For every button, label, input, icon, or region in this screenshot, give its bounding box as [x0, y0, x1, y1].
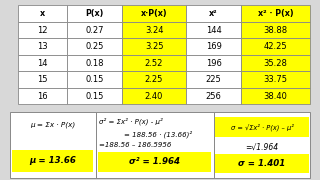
Text: 12: 12	[37, 26, 48, 35]
Text: 169: 169	[206, 42, 221, 51]
Bar	[18, 5, 67, 22]
Bar	[186, 22, 241, 38]
Bar	[12, 150, 93, 172]
Text: x² · P(x): x² · P(x)	[258, 9, 293, 18]
Text: 38.88: 38.88	[264, 26, 288, 35]
Bar	[214, 112, 310, 178]
Text: 0.15: 0.15	[85, 92, 104, 101]
Text: 2.52: 2.52	[145, 59, 163, 68]
Bar	[67, 22, 122, 38]
Text: σ² = 1.964: σ² = 1.964	[129, 157, 180, 166]
Bar	[122, 5, 186, 22]
Bar	[186, 71, 241, 88]
Bar	[96, 112, 214, 178]
Text: x·P(x): x·P(x)	[141, 9, 167, 18]
Text: μ = 13.66: μ = 13.66	[29, 156, 76, 165]
Text: P(x): P(x)	[85, 9, 104, 18]
Bar	[18, 22, 67, 38]
Text: σ = √Σx² · P(x) – μ²: σ = √Σx² · P(x) – μ²	[231, 123, 293, 131]
Bar	[18, 88, 67, 104]
Text: x: x	[40, 9, 45, 18]
Text: 0.15: 0.15	[85, 75, 104, 84]
Bar	[186, 38, 241, 55]
Bar	[241, 88, 310, 104]
Text: 225: 225	[206, 75, 221, 84]
Bar	[186, 88, 241, 104]
Text: =188.56 – 186.5956: =188.56 – 186.5956	[99, 142, 171, 148]
Bar	[122, 22, 186, 38]
Text: 38.40: 38.40	[264, 92, 288, 101]
Text: x²: x²	[209, 9, 218, 18]
Text: = 188.56 · (13.66)²: = 188.56 · (13.66)²	[124, 130, 192, 138]
Text: 42.25: 42.25	[264, 42, 287, 51]
Bar	[67, 55, 122, 71]
Text: 15: 15	[37, 75, 48, 84]
Bar	[122, 71, 186, 88]
Bar	[241, 55, 310, 71]
Text: 144: 144	[206, 26, 221, 35]
Bar	[67, 38, 122, 55]
Bar	[241, 38, 310, 55]
Bar	[122, 38, 186, 55]
Text: 256: 256	[206, 92, 221, 101]
Text: 35.28: 35.28	[264, 59, 288, 68]
Text: 0.27: 0.27	[85, 26, 104, 35]
Text: 3.24: 3.24	[145, 26, 163, 35]
Text: σ² = Σx² · P(x) - μ²: σ² = Σx² · P(x) - μ²	[99, 117, 163, 125]
Text: 0.25: 0.25	[85, 42, 104, 51]
Bar	[215, 154, 309, 173]
Text: 14: 14	[37, 59, 48, 68]
Bar	[122, 88, 186, 104]
Text: 196: 196	[206, 59, 221, 68]
Bar	[18, 38, 67, 55]
Text: 13: 13	[37, 42, 48, 51]
Bar	[67, 5, 122, 22]
Text: 2.25: 2.25	[145, 75, 163, 84]
Text: σ = 1.401: σ = 1.401	[238, 159, 286, 168]
Bar	[18, 71, 67, 88]
Bar	[241, 71, 310, 88]
Bar	[186, 55, 241, 71]
Bar	[122, 55, 186, 71]
Bar	[67, 88, 122, 104]
Bar	[98, 152, 211, 172]
Bar	[241, 5, 310, 22]
Text: 3.25: 3.25	[145, 42, 163, 51]
Bar	[67, 71, 122, 88]
Text: 16: 16	[37, 92, 48, 101]
Bar	[10, 112, 96, 178]
Text: 33.75: 33.75	[264, 75, 288, 84]
Text: 0.18: 0.18	[85, 59, 104, 68]
Text: 2.40: 2.40	[145, 92, 163, 101]
Bar	[18, 55, 67, 71]
Bar	[215, 117, 309, 137]
Bar	[241, 22, 310, 38]
Text: =√1.964: =√1.964	[245, 143, 279, 152]
Text: μ = Σx · P(x): μ = Σx · P(x)	[30, 122, 75, 128]
Bar	[186, 5, 241, 22]
